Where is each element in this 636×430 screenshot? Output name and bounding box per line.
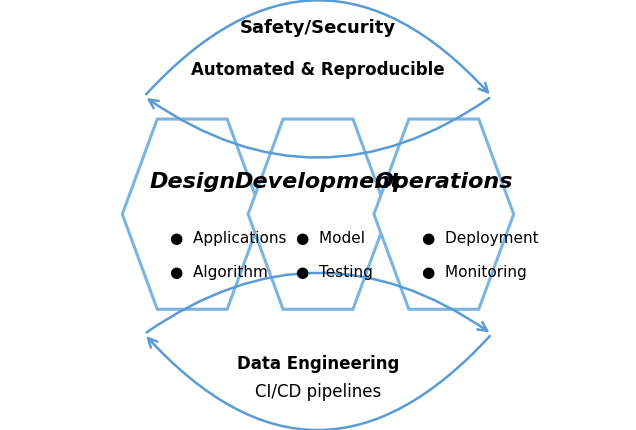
Text: ●  Testing: ● Testing bbox=[296, 264, 373, 280]
Text: ●  Deployment: ● Deployment bbox=[422, 230, 539, 246]
Text: Operations: Operations bbox=[375, 172, 513, 192]
Text: Data Engineering: Data Engineering bbox=[237, 355, 399, 373]
Text: Design: Design bbox=[149, 172, 235, 192]
Text: ●  Model: ● Model bbox=[296, 230, 365, 246]
Polygon shape bbox=[248, 119, 388, 309]
Text: ●  Algorithm: ● Algorithm bbox=[170, 264, 268, 280]
Text: CI/CD pipelines: CI/CD pipelines bbox=[255, 383, 381, 401]
Text: Automated & Reproducible: Automated & Reproducible bbox=[191, 61, 445, 80]
Text: ●  Monitoring: ● Monitoring bbox=[422, 264, 527, 280]
Text: ●  Applications: ● Applications bbox=[170, 230, 287, 246]
Polygon shape bbox=[374, 119, 514, 309]
Text: Development: Development bbox=[235, 172, 401, 192]
Text: Safety/Security: Safety/Security bbox=[240, 19, 396, 37]
Polygon shape bbox=[122, 119, 262, 309]
